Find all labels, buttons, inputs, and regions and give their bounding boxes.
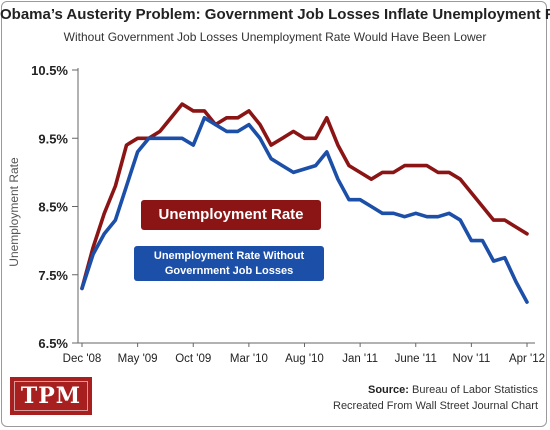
x-tick-label: Dec '08 (63, 353, 102, 365)
series-label-without-government-losses: Unemployment Rate Without Government Job… (134, 246, 324, 281)
series-line-unemployment-rate (80, 102, 529, 291)
x-tick-label: June '11 (395, 353, 437, 365)
y-tick-label: 7.5% (38, 268, 68, 283)
x-tick-label: Apr '12 (509, 353, 545, 365)
series-label-line-1: Unemployment Rate Without (153, 250, 305, 262)
x-tick-label: May '09 (118, 353, 158, 365)
source-note: Source: Bureau of Labor Statistics Recre… (333, 382, 538, 414)
source-label: Source: (368, 384, 409, 396)
y-tick-label: 9.5% (38, 131, 68, 146)
chart-title: Obama’s Austerity Problem: Government Jo… (0, 6, 550, 23)
series-label-unemployment-rate: Unemployment Rate (141, 200, 321, 230)
x-tick-label: Mar '10 (230, 353, 268, 365)
source-text: Bureau of Labor Statistics (412, 384, 538, 396)
chart-subtitle: Without Government Job Losses Unemployme… (63, 30, 487, 44)
x-tick-label: Oct '09 (175, 353, 211, 365)
x-tick-label: Jan '11 (342, 353, 378, 365)
y-tick-label: 6.5% (38, 336, 68, 351)
series-label-line-2: Government Job Losses (164, 265, 294, 277)
series-line-without-government-losses (80, 116, 529, 304)
y-tick-label: 8.5% (38, 200, 68, 215)
x-tick-label: Nov '11 (452, 353, 490, 365)
y-tick-label: 10.5% (31, 63, 68, 78)
source-line-2: Recreated From Wall Street Journal Chart (333, 400, 538, 412)
x-tick-label: Aug '10 (285, 353, 324, 365)
tpm-logo: TPM (10, 377, 92, 415)
